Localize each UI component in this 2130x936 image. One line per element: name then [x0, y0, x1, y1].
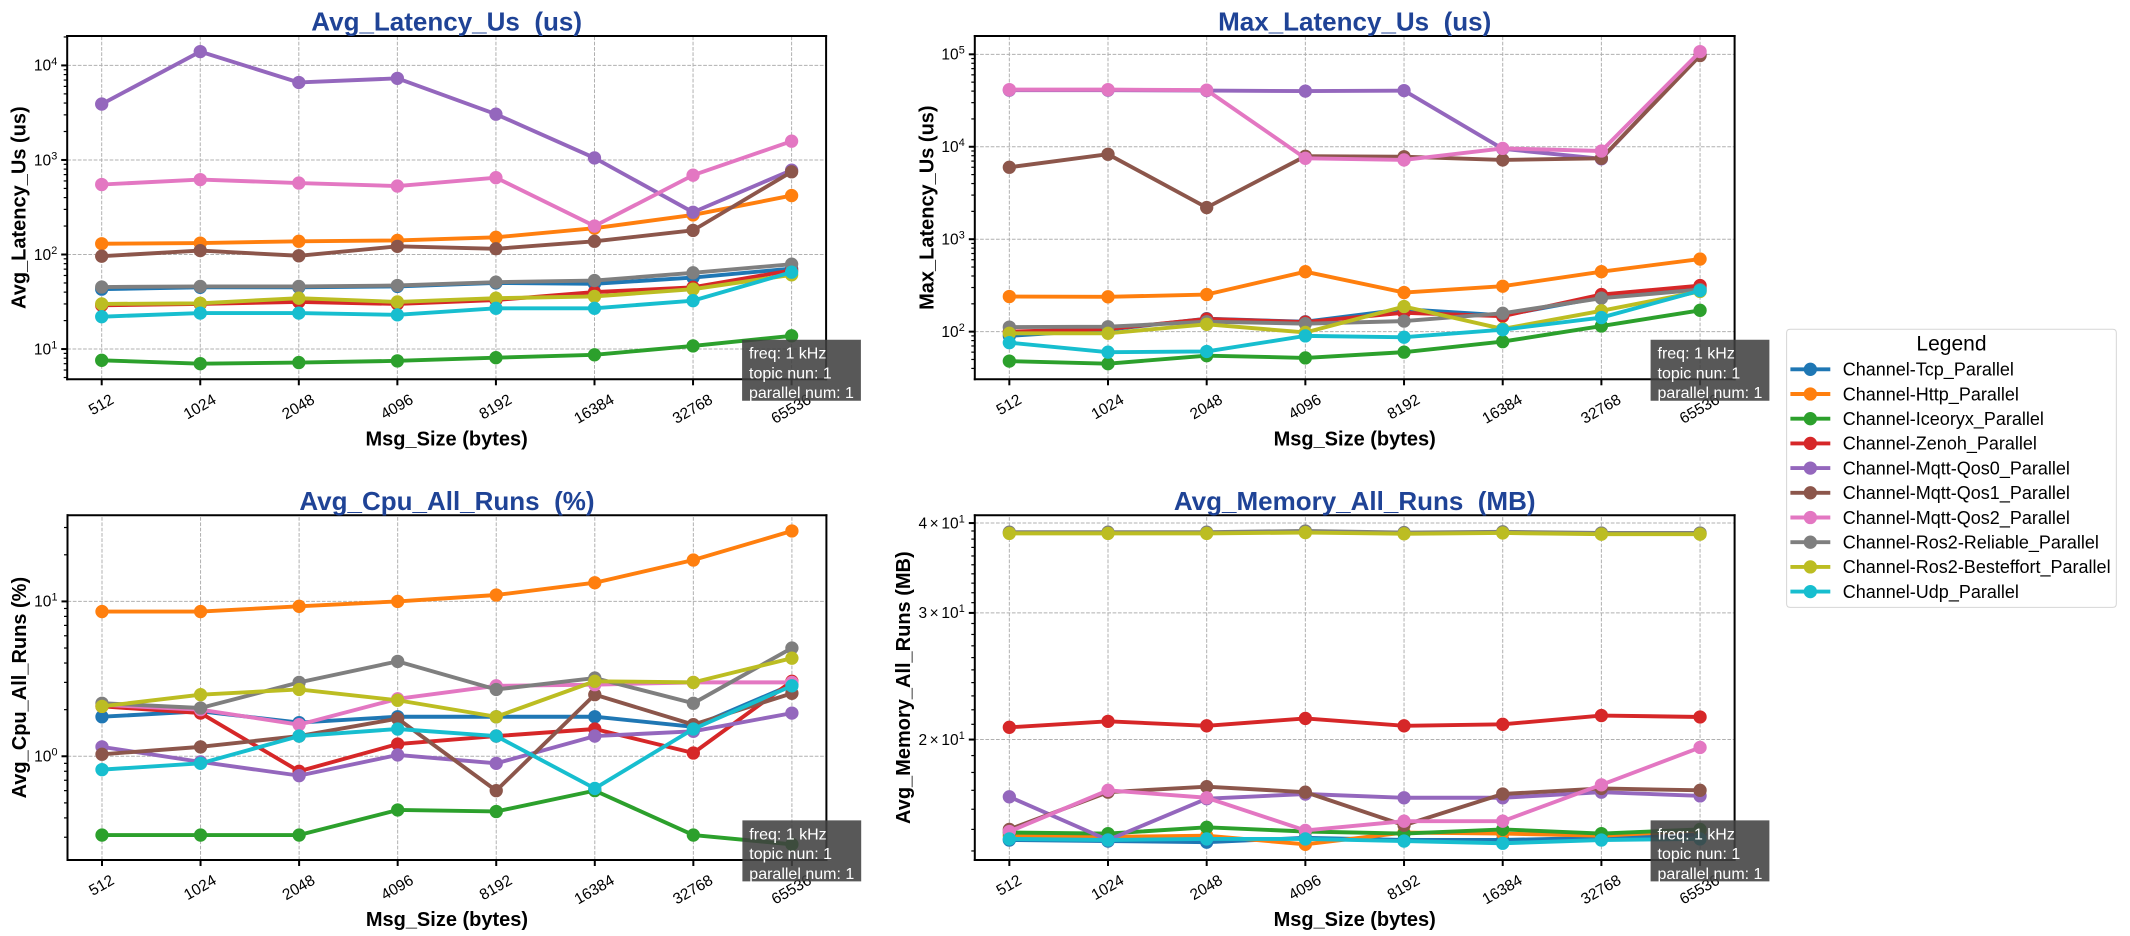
svg-text:Max_Latency_Us (us): Max_Latency_Us (us) — [916, 105, 938, 310]
svg-text:Avg_Memory_All_Runs (MB): Avg_Memory_All_Runs (MB) — [1174, 486, 1536, 516]
svg-text:Avg_Cpu_All_Runs (%): Avg_Cpu_All_Runs (%) — [299, 486, 594, 516]
svg-text:Channel-Ros2-Reliable_Parallel: Channel-Ros2-Reliable_Parallel — [1843, 532, 2099, 553]
svg-text:3 × 1: 3 × 1 0 1 — [918, 603, 964, 622]
svg-text:Channel-Zenoh_Parallel: Channel-Zenoh_Parallel — [1843, 434, 2037, 455]
svg-text:1 0 4: 1 0 4 — [941, 137, 964, 156]
svg-text:freq: 1 kHz: freq: 1 kHz — [749, 346, 826, 363]
svg-text:Avg_Cpu_All_Runs (%): Avg_Cpu_All_Runs (%) — [9, 577, 31, 799]
svg-text:1 0 1: 1 0 1 — [34, 592, 57, 611]
svg-text:Channel-Http_Parallel: Channel-Http_Parallel — [1843, 384, 2019, 405]
svg-text:1 0 4: 1 0 4 — [34, 56, 57, 75]
svg-text:Msg_Size (bytes): Msg_Size (bytes) — [1274, 428, 1436, 450]
svg-text:1 0 2: 1 0 2 — [941, 322, 964, 341]
svg-text:Avg_Latency_Us (us): Avg_Latency_Us (us) — [9, 106, 31, 309]
svg-text:Max_Latency_Us (us): Max_Latency_Us (us) — [1218, 7, 1491, 37]
svg-text:Avg_Memory_All_Runs (MB): Avg_Memory_All_Runs (MB) — [893, 551, 915, 824]
svg-text:freq: 1 kHz: freq: 1 kHz — [749, 826, 826, 843]
svg-text:topic nun: 1: topic nun: 1 — [1658, 846, 1741, 863]
svg-text:Channel-Mqtt-Qos0_Parallel: Channel-Mqtt-Qos0_Parallel — [1843, 458, 2070, 479]
svg-text:Legend: Legend — [1916, 332, 1986, 355]
svg-text:Channel-Udp_Parallel: Channel-Udp_Parallel — [1843, 582, 2019, 603]
svg-text:1 0 3: 1 0 3 — [941, 230, 964, 249]
svg-text:Avg_Latency_Us (us): Avg_Latency_Us (us) — [311, 6, 582, 36]
svg-text:topic nun: 1: topic nun: 1 — [749, 846, 832, 863]
svg-text:Channel-Tcp_Parallel: Channel-Tcp_Parallel — [1843, 360, 2014, 381]
svg-text:topic nun: 1: topic nun: 1 — [749, 365, 832, 382]
svg-text:1 0 3: 1 0 3 — [34, 150, 57, 169]
svg-text:parallel num: 1: parallel num: 1 — [749, 866, 854, 883]
svg-text:1 0 2: 1 0 2 — [34, 245, 57, 264]
svg-text:Channel-Mqtt-Qos1_Parallel: Channel-Mqtt-Qos1_Parallel — [1843, 483, 2070, 504]
svg-text:2 × 1: 2 × 1 0 1 — [918, 730, 964, 749]
svg-text:parallel num: 1: parallel num: 1 — [749, 385, 854, 402]
svg-text:Msg_Size (bytes): Msg_Size (bytes) — [1274, 909, 1436, 931]
svg-text:freq: 1 kHz: freq: 1 kHz — [1658, 826, 1735, 843]
svg-text:freq: 1 kHz: freq: 1 kHz — [1658, 346, 1735, 363]
svg-text:Channel-Iceoryx_Parallel: Channel-Iceoryx_Parallel — [1843, 409, 2044, 430]
svg-text:parallel num: 1: parallel num: 1 — [1658, 385, 1763, 402]
svg-text:1 0 5: 1 0 5 — [941, 45, 964, 64]
svg-text:1 0 1: 1 0 1 — [34, 339, 57, 358]
svg-text:parallel num: 1: parallel num: 1 — [1658, 866, 1763, 883]
svg-text:Channel-Ros2-Besteffort_Parall: Channel-Ros2-Besteffort_Parallel — [1843, 557, 2111, 578]
svg-text:Msg_Size (bytes): Msg_Size (bytes) — [366, 428, 528, 450]
svg-text:4 × 1: 4 × 1 0 1 — [918, 513, 964, 532]
svg-text:topic nun: 1: topic nun: 1 — [1658, 365, 1741, 382]
svg-text:Channel-Mqtt-Qos2_Parallel: Channel-Mqtt-Qos2_Parallel — [1843, 508, 2070, 529]
svg-text:1 0 0: 1 0 0 — [34, 747, 57, 766]
svg-text:Msg_Size (bytes): Msg_Size (bytes) — [366, 909, 528, 931]
